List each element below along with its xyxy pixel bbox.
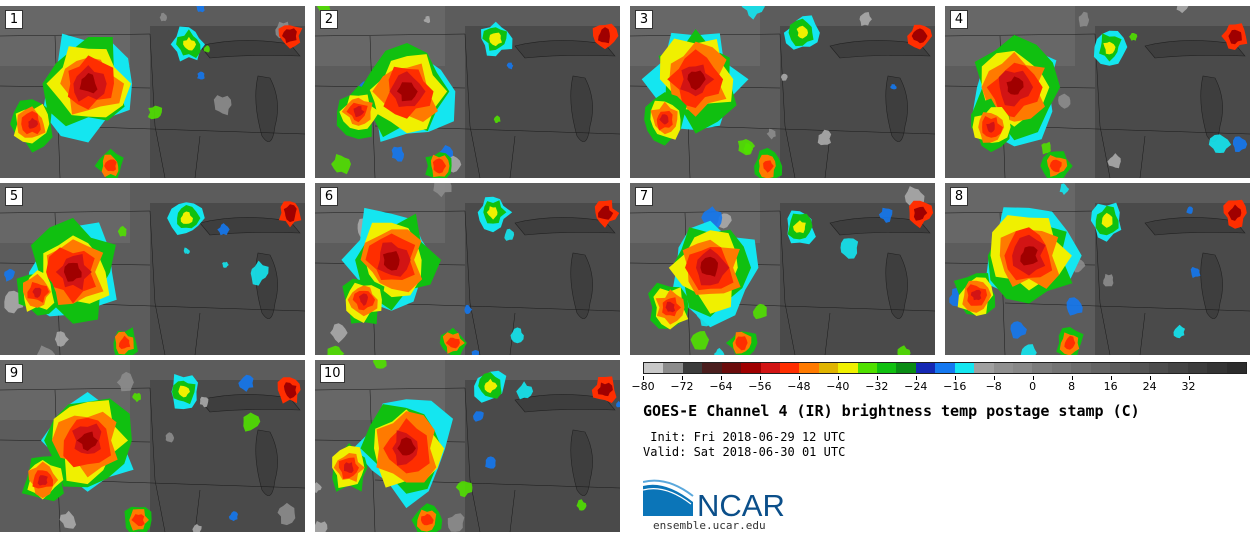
member-number-label: 2 bbox=[320, 10, 338, 29]
colorbar-tick-label: 24 bbox=[1142, 380, 1157, 393]
colorbar-swatch bbox=[974, 363, 994, 373]
satellite-map bbox=[0, 183, 305, 355]
colorbar-tick-label: 8 bbox=[1068, 380, 1076, 393]
satellite-map bbox=[945, 6, 1250, 178]
colorbar-swatch bbox=[896, 363, 916, 373]
colorbar-tick-label: 16 bbox=[1103, 380, 1118, 393]
init-time-text: Init: Fri 2018-06-29 12 UTC bbox=[643, 430, 846, 444]
member-number-label: 6 bbox=[320, 187, 338, 206]
colorbar-tick bbox=[798, 376, 800, 380]
colorbar-swatch bbox=[644, 363, 664, 373]
colorbar-swatch bbox=[915, 363, 936, 373]
colorbar-swatch bbox=[838, 363, 858, 373]
colorbar-tick bbox=[643, 376, 644, 380]
colorbar-tick bbox=[720, 376, 722, 380]
colorbar-swatch bbox=[799, 363, 819, 373]
plot-title: GOES-E Channel 4 (IR) brightness temp po… bbox=[643, 402, 1140, 420]
colorbar-swatch bbox=[935, 363, 955, 373]
colorbar-tick bbox=[1188, 376, 1190, 380]
colorbar-tick bbox=[876, 376, 878, 380]
ensemble-member-panel-5: 5 bbox=[0, 183, 305, 355]
colorbar-swatch bbox=[760, 363, 780, 373]
member-number-label: 5 bbox=[5, 187, 23, 206]
colorbar-tick bbox=[915, 376, 917, 380]
colorbar-swatch bbox=[1013, 363, 1033, 373]
satellite-map bbox=[630, 6, 935, 178]
colorbar-tick bbox=[759, 376, 761, 380]
ensemble-member-panel-6: 6 bbox=[315, 183, 620, 355]
colorbar-tick-label: 0 bbox=[1029, 380, 1037, 393]
colorbar-tick bbox=[954, 376, 956, 380]
colorbar-swatch bbox=[877, 363, 897, 373]
ensemble-member-panel-8: 8 bbox=[945, 183, 1250, 355]
member-number-label: 9 bbox=[5, 364, 23, 383]
satellite-map bbox=[315, 6, 620, 178]
colorbar-swatch bbox=[702, 363, 722, 373]
colorbar-swatch bbox=[857, 363, 878, 373]
colorbar-tick-label: −16 bbox=[943, 380, 967, 393]
satellite-map bbox=[315, 360, 620, 532]
colorbar-tick-label: −8 bbox=[985, 380, 1002, 393]
satellite-map bbox=[315, 183, 620, 355]
colorbar-tick-label: 32 bbox=[1181, 380, 1196, 393]
colorbar-swatch bbox=[1129, 363, 1149, 373]
satellite-map bbox=[630, 183, 935, 355]
colorbar-tick bbox=[1032, 376, 1034, 380]
colorbar-tick-label: −64 bbox=[709, 380, 733, 393]
colorbar-swatch bbox=[954, 363, 975, 373]
colorbar-swatch bbox=[779, 363, 800, 373]
colorbar-tick-label: −24 bbox=[904, 380, 928, 393]
colorbar-tick-label: −32 bbox=[865, 380, 889, 393]
satellite-map bbox=[0, 6, 305, 178]
valid-time-text: Valid: Sat 2018-06-30 01 UTC bbox=[643, 445, 846, 459]
colorbar-tick-label: −56 bbox=[748, 380, 772, 393]
colorbar-tick-label: −48 bbox=[787, 380, 811, 393]
member-number-label: 1 bbox=[5, 10, 23, 29]
colorbar-tick bbox=[993, 376, 995, 380]
colorbar-swatch bbox=[1032, 363, 1052, 373]
ensemble-member-panel-3: 3 bbox=[630, 6, 935, 178]
colorbar-swatch bbox=[1090, 363, 1111, 373]
colorbar-swatch bbox=[1168, 363, 1188, 373]
colorbar-swatch bbox=[1110, 363, 1130, 373]
colorbar-tick bbox=[1110, 376, 1112, 380]
colorbar-swatch bbox=[1071, 363, 1091, 373]
colorbar-tick-label: −72 bbox=[670, 380, 694, 393]
colorbar-swatch bbox=[1226, 363, 1247, 373]
ensemble-member-panel-10: 10 bbox=[315, 360, 620, 532]
colorbar-tick bbox=[837, 376, 839, 380]
colorbar-tick bbox=[1149, 376, 1151, 380]
temperature-colorbar bbox=[643, 362, 1247, 374]
colorbar-tick-label: −40 bbox=[826, 380, 850, 393]
colorbar-swatch bbox=[1051, 363, 1072, 373]
ensemble-member-panel-7: 7 bbox=[630, 183, 935, 355]
colorbar-swatch bbox=[1207, 363, 1227, 373]
colorbar-swatch bbox=[993, 363, 1014, 373]
logo-wordmark: NCAR bbox=[697, 488, 785, 520]
colorbar-swatch bbox=[818, 363, 839, 373]
member-number-label: 8 bbox=[950, 187, 968, 206]
satellite-map bbox=[0, 360, 305, 532]
ensemble-member-panel-1: 1 bbox=[0, 6, 305, 178]
member-number-label: 7 bbox=[635, 187, 653, 206]
ensemble-member-panel-9: 9 bbox=[0, 360, 305, 532]
ncar-logo: NCAR bbox=[643, 479, 785, 520]
colorbar-swatch bbox=[682, 363, 703, 373]
colorbar-swatch bbox=[721, 363, 742, 373]
colorbar-swatch bbox=[663, 363, 683, 373]
colorbar-swatch bbox=[1148, 363, 1169, 373]
ensemble-member-panel-4: 4 bbox=[945, 6, 1250, 178]
colorbar-tick-label: −80 bbox=[631, 380, 655, 393]
site-url: ensemble.ucar.edu bbox=[653, 519, 766, 532]
satellite-map bbox=[945, 183, 1250, 355]
colorbar-ticks: −80 −72 −64 −56 −48 −40 −32 −24 −16 −8 0 8 16 24 32 bbox=[631, 376, 1247, 396]
member-number-label: 10 bbox=[320, 364, 345, 383]
member-number-label: 3 bbox=[635, 10, 653, 29]
colorbar-swatch bbox=[741, 363, 761, 373]
colorbar-tick bbox=[681, 376, 683, 380]
ensemble-member-panel-2: 2 bbox=[315, 6, 620, 178]
colorbar-swatch bbox=[1187, 363, 1208, 373]
colorbar-tick bbox=[1071, 376, 1073, 380]
member-number-label: 4 bbox=[950, 10, 968, 29]
